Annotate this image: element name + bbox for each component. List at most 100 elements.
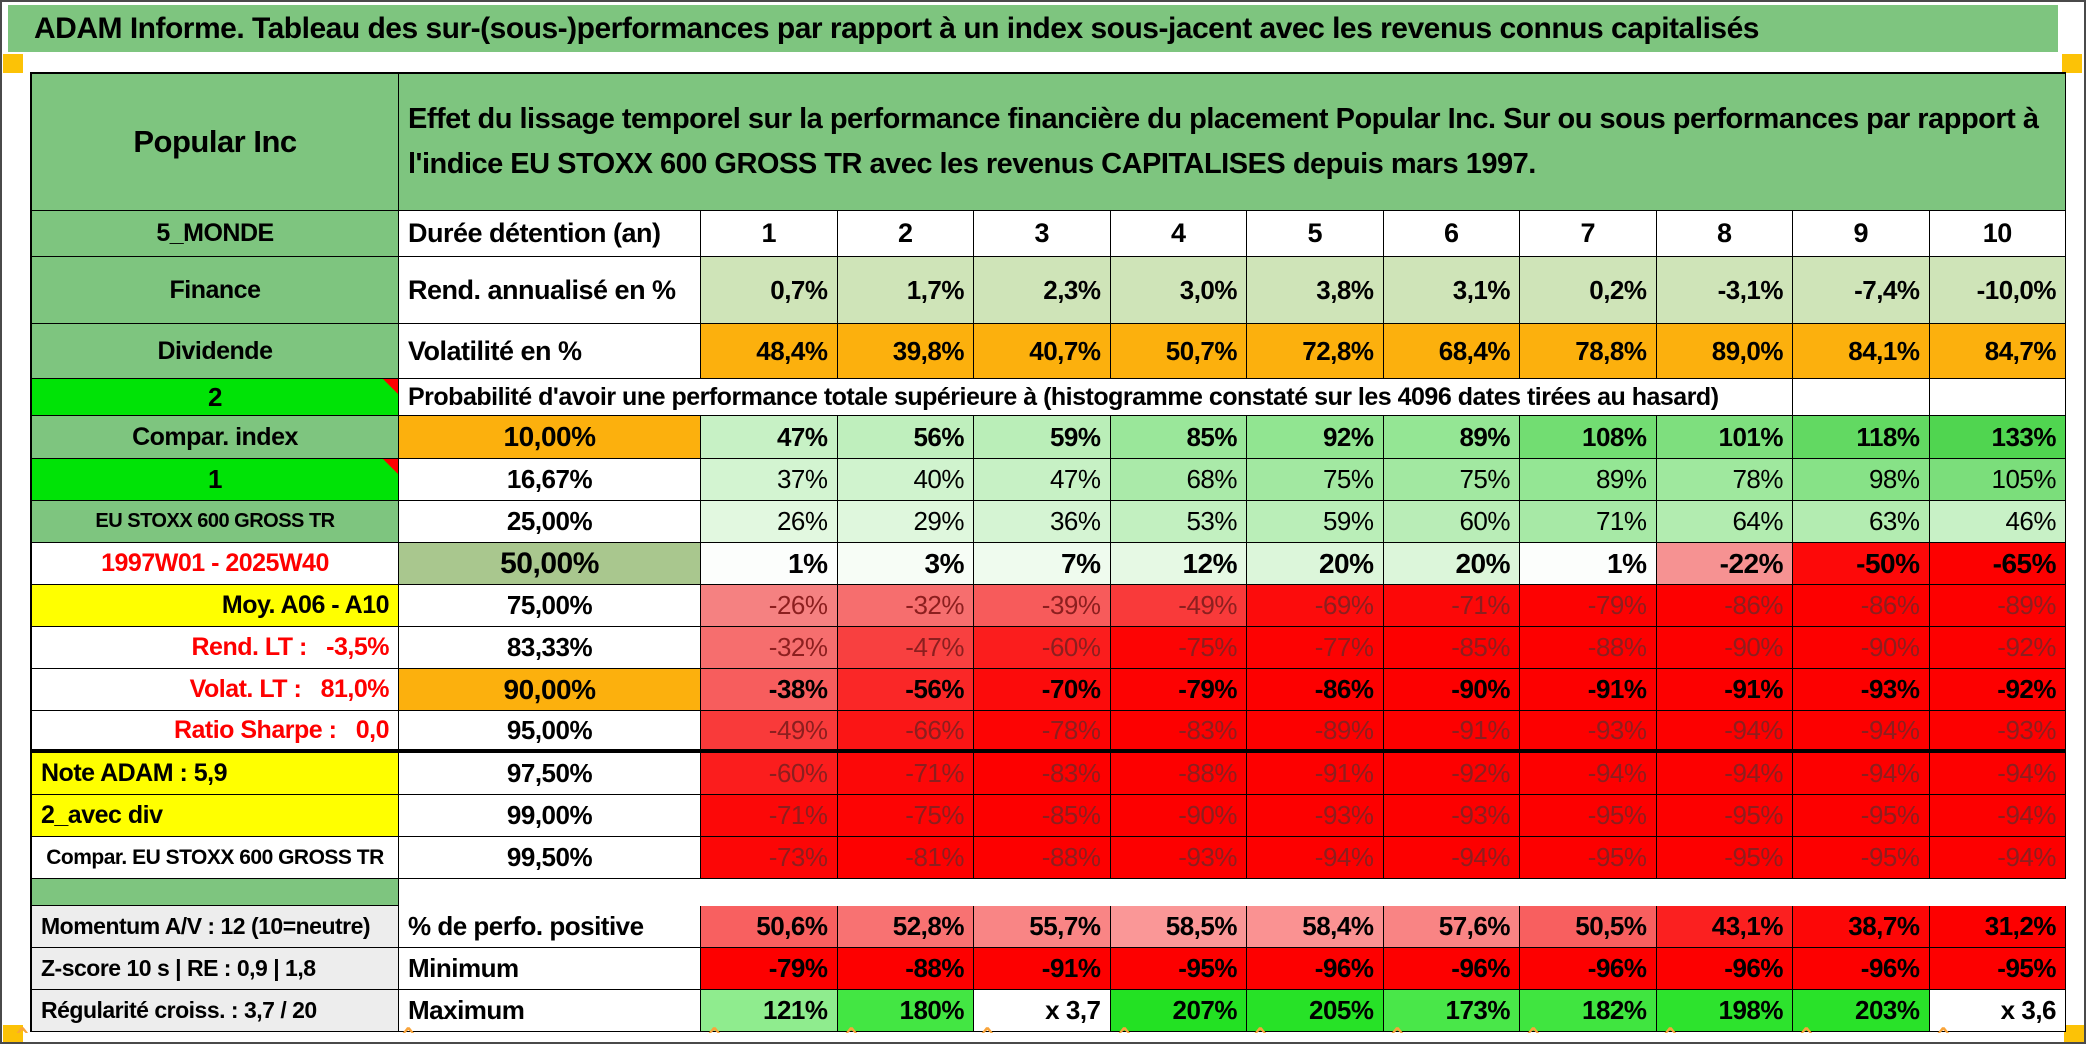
annualized-return-value[interactable]: 0,7% xyxy=(701,257,838,324)
spacer-header[interactable] xyxy=(399,879,701,906)
spacer-value[interactable] xyxy=(1656,879,1793,906)
annualized-return-label[interactable]: Finance xyxy=(32,257,399,324)
p97-value[interactable]: -88% xyxy=(1110,753,1247,795)
volatility-value[interactable]: 48,4% xyxy=(701,324,838,379)
positive-perf-value[interactable]: 50,6% xyxy=(701,906,838,948)
minimum-header[interactable]: Minimum xyxy=(399,948,701,990)
p83-value[interactable]: -92% xyxy=(1929,627,2066,669)
p50-label[interactable]: 1997W01 - 2025W40 xyxy=(32,543,399,585)
volatility-value[interactable]: 72,8% xyxy=(1247,324,1384,379)
p50-value[interactable]: -65% xyxy=(1929,543,2066,585)
spacer-value[interactable] xyxy=(837,879,974,906)
positive-perf-value[interactable]: 31,2% xyxy=(1929,906,2066,948)
maximum-value[interactable]: 121% xyxy=(701,990,838,1032)
p25-value[interactable]: 36% xyxy=(974,501,1111,543)
p83-value[interactable]: -75% xyxy=(1110,627,1247,669)
p25-value[interactable]: 26% xyxy=(701,501,838,543)
p99_5-value[interactable]: -88% xyxy=(974,837,1111,879)
p99_5-value[interactable]: -94% xyxy=(1383,837,1520,879)
p16-value[interactable]: 47% xyxy=(974,459,1111,501)
p10-value[interactable]: 108% xyxy=(1520,416,1657,459)
p10-label[interactable]: Compar. index xyxy=(32,416,399,459)
p97-label[interactable]: Note ADAM : 5,9 xyxy=(32,753,399,795)
annualized-return-value[interactable]: 3,8% xyxy=(1247,257,1384,324)
p83-value[interactable]: -88% xyxy=(1520,627,1657,669)
p99-value[interactable]: -93% xyxy=(1247,795,1384,837)
p83-value[interactable]: -77% xyxy=(1247,627,1384,669)
entity-name[interactable]: Popular Inc xyxy=(32,74,399,211)
annualized-return-value[interactable]: 2,3% xyxy=(974,257,1111,324)
p25-value[interactable]: 53% xyxy=(1110,501,1247,543)
minimum-value[interactable]: -95% xyxy=(1929,948,2066,990)
p99-value[interactable]: -95% xyxy=(1520,795,1657,837)
volatility-label[interactable]: Dividende xyxy=(32,324,399,379)
p90-value[interactable]: -91% xyxy=(1520,669,1657,711)
p25-value[interactable]: 46% xyxy=(1929,501,2066,543)
p95-value[interactable]: -93% xyxy=(1929,711,2066,753)
annualized-return-value[interactable]: -3,1% xyxy=(1656,257,1793,324)
p97-value[interactable]: -83% xyxy=(974,753,1111,795)
minimum-value[interactable]: -79% xyxy=(701,948,838,990)
spacer-value[interactable] xyxy=(1247,879,1384,906)
p99-value[interactable]: -95% xyxy=(1793,795,1930,837)
p25-header[interactable]: 25,00% xyxy=(399,501,701,543)
p97-value[interactable]: -92% xyxy=(1383,753,1520,795)
p99_5-value[interactable]: -93% xyxy=(1110,837,1247,879)
p99_5-value[interactable]: -94% xyxy=(1929,837,2066,879)
positive-perf-value[interactable]: 55,7% xyxy=(974,906,1111,948)
positive-perf-value[interactable]: 58,5% xyxy=(1110,906,1247,948)
p83-value[interactable]: -60% xyxy=(974,627,1111,669)
duration-value[interactable]: 6 xyxy=(1383,211,1520,257)
duration-value[interactable]: 8 xyxy=(1656,211,1793,257)
p16-value[interactable]: 40% xyxy=(837,459,974,501)
p16-value[interactable]: 105% xyxy=(1929,459,2066,501)
minimum-value[interactable]: -96% xyxy=(1656,948,1793,990)
maximum-value[interactable]: 205% xyxy=(1247,990,1384,1032)
p16-value[interactable]: 75% xyxy=(1247,459,1384,501)
minimum-value[interactable]: -91% xyxy=(974,948,1111,990)
p83-label[interactable]: Rend. LT : -3,5% xyxy=(32,627,399,669)
volatility-value[interactable]: 84,1% xyxy=(1793,324,1930,379)
p97-header[interactable]: 97,50% xyxy=(399,753,701,795)
p75-value[interactable]: -26% xyxy=(701,585,838,627)
p16-value[interactable]: 68% xyxy=(1110,459,1247,501)
table-description[interactable]: Effet du lissage temporel sur la perform… xyxy=(399,74,2066,211)
p75-value[interactable]: -71% xyxy=(1383,585,1520,627)
p90-header[interactable]: 90,00% xyxy=(399,669,701,711)
p75-value[interactable]: -86% xyxy=(1656,585,1793,627)
p75-value[interactable]: -79% xyxy=(1520,585,1657,627)
p50-value[interactable]: 3% xyxy=(837,543,974,585)
p16-label[interactable]: 1 xyxy=(32,459,399,501)
p10-header[interactable]: 10,00% xyxy=(399,416,701,459)
annualized-return-value[interactable]: -7,4% xyxy=(1793,257,1930,324)
minimum-value[interactable]: -96% xyxy=(1247,948,1384,990)
p95-value[interactable]: -91% xyxy=(1383,711,1520,753)
p50-value[interactable]: 20% xyxy=(1383,543,1520,585)
positive-perf-value[interactable]: 52,8% xyxy=(837,906,974,948)
maximum-value[interactable]: x 3,7 xyxy=(974,990,1111,1032)
p25-value[interactable]: 63% xyxy=(1793,501,1930,543)
p99-value[interactable]: -93% xyxy=(1383,795,1520,837)
volatility-value[interactable]: 84,7% xyxy=(1929,324,2066,379)
spacer-value[interactable] xyxy=(1110,879,1247,906)
p90-value[interactable]: -93% xyxy=(1793,669,1930,711)
p97-value[interactable]: -94% xyxy=(1929,753,2066,795)
volatility-header[interactable]: Volatilité en % xyxy=(399,324,701,379)
p16-value[interactable]: 37% xyxy=(701,459,838,501)
p25-value[interactable]: 71% xyxy=(1520,501,1657,543)
probability-caption-value[interactable] xyxy=(1793,379,1930,416)
maximum-header[interactable]: Maximum xyxy=(399,990,701,1032)
p50-value[interactable]: -22% xyxy=(1656,543,1793,585)
p97-value[interactable]: -94% xyxy=(1656,753,1793,795)
volatility-value[interactable]: 50,7% xyxy=(1110,324,1247,379)
minimum-value[interactable]: -96% xyxy=(1793,948,1930,990)
p50-value[interactable]: -50% xyxy=(1793,543,1930,585)
duration-header[interactable]: Durée détention (an) xyxy=(399,211,701,257)
p75-value[interactable]: -49% xyxy=(1110,585,1247,627)
p95-value[interactable]: -94% xyxy=(1656,711,1793,753)
minimum-value[interactable]: -88% xyxy=(837,948,974,990)
p99-value[interactable]: -94% xyxy=(1929,795,2066,837)
p97-value[interactable]: -71% xyxy=(837,753,974,795)
p16-value[interactable]: 98% xyxy=(1793,459,1930,501)
annualized-return-value[interactable]: 3,0% xyxy=(1110,257,1247,324)
